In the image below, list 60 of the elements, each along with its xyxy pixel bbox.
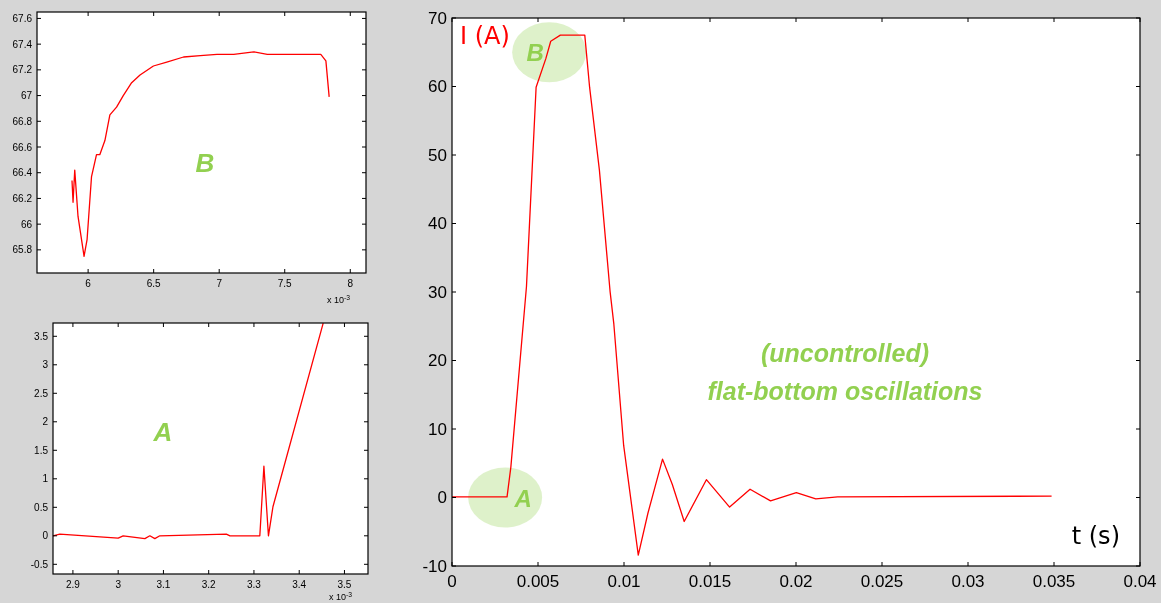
x-tick-label: 3 (115, 579, 122, 590)
y-tick-label: 50 (428, 145, 447, 165)
y-tick-label: 67 (20, 90, 33, 102)
line-series (52, 322, 324, 540)
x-tick-label: 0.03 (951, 572, 985, 591)
y-tick-label: 1 (42, 473, 49, 485)
x-axis-title: t (s) (1071, 522, 1120, 550)
x-tick-label: 3.4 (292, 579, 307, 590)
x-tick-label: 3.3 (247, 579, 262, 590)
annotation: flat-bottom oscillations (707, 377, 983, 405)
y-tick-label: 65.8 (12, 244, 33, 256)
y-tick-label: 66.8 (12, 115, 33, 127)
x-tick-label: 7.5 (277, 278, 293, 289)
y-tick-label: 67.2 (12, 64, 33, 76)
y-tick-label: 70 (428, 8, 447, 28)
y-tick-label: 3 (42, 359, 49, 371)
x-tick-label: 0.04 (1123, 572, 1157, 591)
y-tick-label: 20 (428, 351, 447, 371)
y-tick-label: 0.5 (34, 501, 49, 513)
x-tick-label: 3.2 (201, 579, 217, 590)
y-tick-label: 0 (42, 530, 49, 542)
y-tick-label: 30 (428, 282, 447, 302)
y-tick-label: -10 (422, 556, 447, 576)
y-tick-label: 66.6 (12, 141, 33, 153)
y-tick-label: 10 (428, 419, 447, 439)
text: x 10$^{-3}$ (326, 293, 351, 305)
x-tick-label: 6.5 (146, 278, 162, 289)
x-tick-label: 0.005 (516, 572, 560, 591)
y-tick-label: 66.4 (12, 167, 33, 179)
y-tick-label: 2 (42, 416, 49, 428)
annotation: A (513, 484, 532, 512)
y-tick-label: 2.5 (34, 387, 49, 399)
line-series (71, 51, 330, 257)
text: x 10$^{-3}$ (328, 590, 353, 602)
x-tick-label: 0.025 (860, 572, 904, 591)
annotation: A (152, 417, 173, 447)
x-tick-label: 7 (216, 278, 223, 289)
y-tick-label: 40 (428, 214, 447, 234)
y-tick-label: 60 (428, 77, 447, 97)
x-tick-label: 2.9 (65, 579, 81, 590)
y-tick-label: 66.2 (12, 192, 33, 204)
y-tick-label: 1.5 (34, 444, 49, 456)
y-tick-label: 0 (437, 488, 447, 508)
annotation: B (526, 39, 544, 67)
annotation: (uncontrolled) (760, 339, 930, 367)
x-tick-label: 3.5 (337, 579, 352, 590)
y-tick-label: 67.4 (12, 38, 33, 50)
x-tick-label: 0.01 (607, 572, 641, 591)
x-tick-label: 8 (347, 278, 354, 289)
y-tick-label: -0.5 (30, 558, 49, 570)
x-tick-label: 0.015 (688, 572, 732, 591)
x-tick-label: 0.02 (779, 572, 813, 591)
x-tick-label: 3.1 (156, 579, 171, 590)
y-tick-label: 3.5 (34, 330, 49, 342)
y-axis-title: I (A) (460, 22, 510, 50)
x-tick-label: 0.035 (1032, 572, 1076, 591)
y-tick-label: 66 (20, 218, 33, 230)
x-tick-label: 6 (85, 278, 92, 289)
annotation: B (195, 148, 215, 178)
y-tick-label: 67.6 (12, 12, 33, 24)
